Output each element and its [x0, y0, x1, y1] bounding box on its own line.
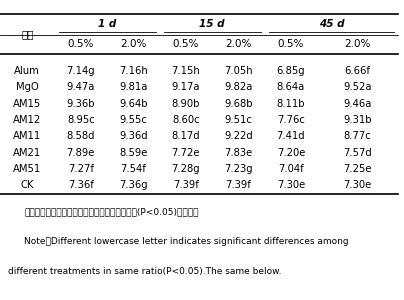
Text: 8.59e: 8.59e: [119, 148, 147, 158]
Text: 0.5%: 0.5%: [173, 39, 199, 49]
Text: 9.51c: 9.51c: [225, 115, 252, 125]
Text: 9.52a: 9.52a: [343, 82, 372, 92]
Text: 6.66f: 6.66f: [345, 66, 370, 76]
Text: 2.0%: 2.0%: [344, 39, 371, 49]
Text: 15 d: 15 d: [199, 19, 225, 29]
Text: 7.20e: 7.20e: [277, 148, 305, 158]
Text: AM12: AM12: [13, 115, 41, 125]
Text: 7.57d: 7.57d: [343, 148, 372, 158]
Text: 6.85g: 6.85g: [277, 66, 305, 76]
Text: Alum: Alum: [15, 66, 40, 76]
Text: Note：Different lowercase letter indicates significant differences among: Note：Different lowercase letter indicate…: [24, 237, 349, 246]
Text: 9.36b: 9.36b: [67, 99, 95, 109]
Text: 9.46a: 9.46a: [343, 99, 372, 109]
Text: 8.58d: 8.58d: [67, 131, 95, 141]
Text: 9.36d: 9.36d: [119, 131, 147, 141]
Text: 9.64b: 9.64b: [119, 99, 147, 109]
Text: 7.23g: 7.23g: [224, 164, 252, 174]
Text: 7.30e: 7.30e: [277, 180, 305, 190]
Text: AM15: AM15: [13, 99, 41, 109]
Text: MgO: MgO: [16, 82, 39, 92]
Text: 9.22d: 9.22d: [224, 131, 253, 141]
Text: 0.5%: 0.5%: [278, 39, 304, 49]
Text: 9.55c: 9.55c: [120, 115, 147, 125]
Text: 7.05h: 7.05h: [224, 66, 252, 76]
Text: 8.17d: 8.17d: [172, 131, 200, 141]
Text: 7.14g: 7.14g: [67, 66, 95, 76]
Text: 0.5%: 0.5%: [67, 39, 94, 49]
Text: 7.39f: 7.39f: [173, 180, 199, 190]
Text: CK: CK: [21, 180, 34, 190]
Text: 7.83e: 7.83e: [224, 148, 252, 158]
Text: 7.30e: 7.30e: [343, 180, 372, 190]
Text: 9.82a: 9.82a: [224, 82, 252, 92]
Text: 7.36g: 7.36g: [119, 180, 147, 190]
Text: 处理: 处理: [21, 29, 34, 39]
Text: 1 d: 1 d: [98, 19, 116, 29]
Text: 7.25e: 7.25e: [343, 164, 372, 174]
Text: 9.68b: 9.68b: [224, 99, 252, 109]
Text: 7.41d: 7.41d: [277, 131, 305, 141]
Text: 8.95c: 8.95c: [67, 115, 95, 125]
Text: 7.54f: 7.54f: [120, 164, 146, 174]
Text: AM51: AM51: [13, 164, 41, 174]
Text: 8.77c: 8.77c: [344, 131, 371, 141]
Text: AM21: AM21: [13, 148, 41, 158]
Text: 7.36f: 7.36f: [68, 180, 94, 190]
Text: 7.27f: 7.27f: [68, 164, 94, 174]
Text: 9.81a: 9.81a: [119, 82, 147, 92]
Text: 8.64a: 8.64a: [277, 82, 305, 92]
Text: 2.0%: 2.0%: [225, 39, 252, 49]
Text: 45 d: 45 d: [318, 19, 344, 29]
Text: 8.60c: 8.60c: [172, 115, 200, 125]
Text: different treatments in same ratio(P<0.05).The same below.: different treatments in same ratio(P<0.0…: [8, 267, 282, 276]
Text: 9.47a: 9.47a: [67, 82, 95, 92]
Text: 8.11b: 8.11b: [277, 99, 305, 109]
Text: 7.39f: 7.39f: [225, 180, 251, 190]
Text: 注：不同小写字母代表同一梯度处理间差异显著(P<0.05)，下同。: 注：不同小写字母代表同一梯度处理间差异显著(P<0.05)，下同。: [24, 207, 199, 216]
Text: 7.76c: 7.76c: [277, 115, 305, 125]
Text: 7.15h: 7.15h: [171, 66, 200, 76]
Text: 2.0%: 2.0%: [120, 39, 147, 49]
Text: 7.28g: 7.28g: [172, 164, 200, 174]
Text: 7.89e: 7.89e: [67, 148, 95, 158]
Text: 7.04f: 7.04f: [278, 164, 304, 174]
Text: AM11: AM11: [13, 131, 41, 141]
Text: 7.72e: 7.72e: [172, 148, 200, 158]
Text: 9.31b: 9.31b: [343, 115, 372, 125]
Text: 7.16h: 7.16h: [119, 66, 148, 76]
Text: 9.17a: 9.17a: [172, 82, 200, 92]
Text: 8.90b: 8.90b: [172, 99, 200, 109]
